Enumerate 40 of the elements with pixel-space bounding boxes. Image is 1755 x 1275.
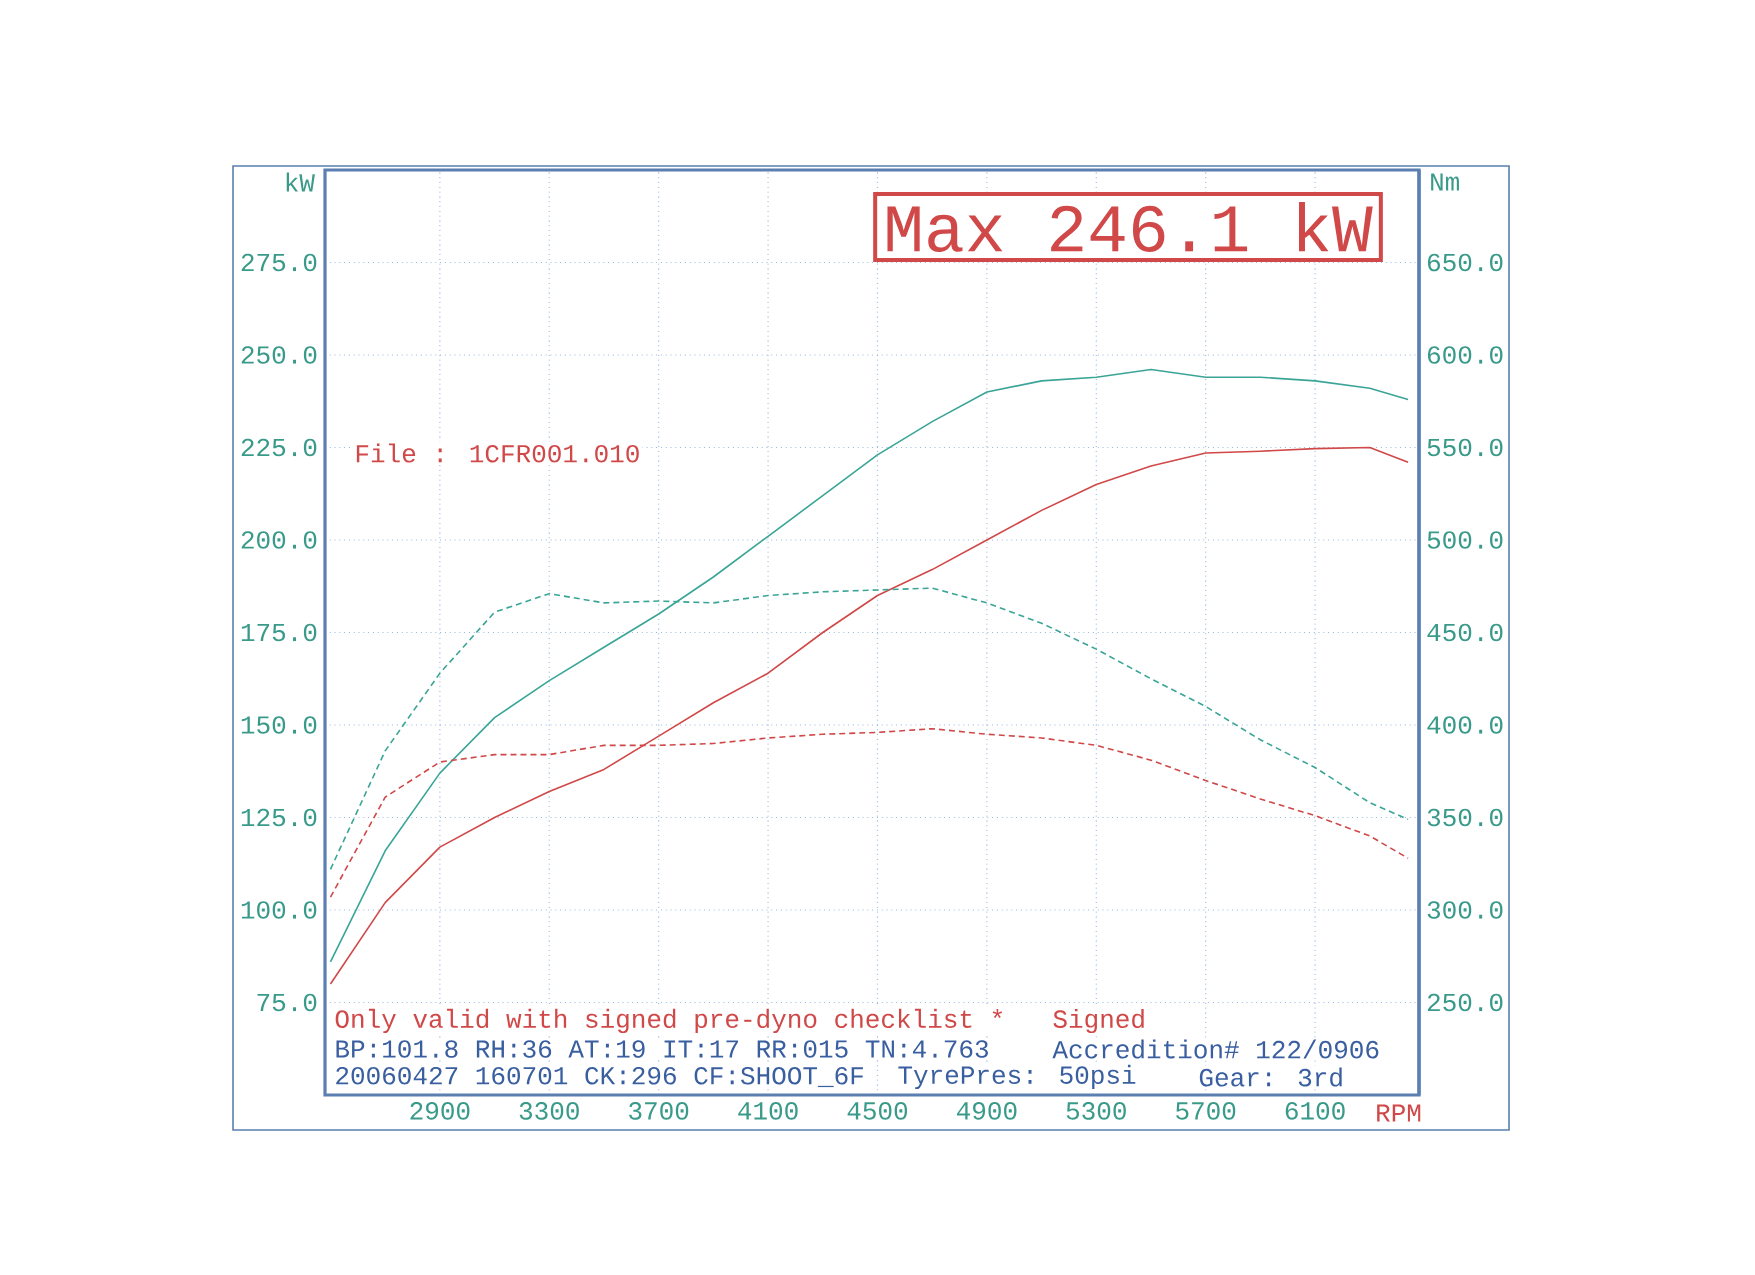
annotation: BP:101.8 RH:36 AT:19 IT:17 RR:015 TN:4.763 <box>336 1040 988 1058</box>
x-tick-label: 3300 <box>519 1102 579 1120</box>
y2-tick-label: 250.0 <box>1427 993 1503 1012</box>
y-tick-label: 250.0 <box>241 346 317 364</box>
x-axis-title: RPM <box>1377 1104 1421 1122</box>
y2-tick-label: 350.0 <box>1427 808 1503 827</box>
y2-tick-label: 600.0 <box>1427 346 1503 364</box>
x-tick-label: 3700 <box>629 1102 689 1120</box>
y-tick-label: 150.0 <box>241 716 317 734</box>
y-tick-label: 200.0 <box>241 531 317 549</box>
annotation: 20060427 160701 CK:296 CF:SHOOT_6F <box>336 1066 863 1088</box>
y2-tick-label: 500.0 <box>1427 531 1503 549</box>
line-series <box>329 368 1409 963</box>
y-tick-label: 175.0 <box>241 623 317 642</box>
annotation: Accredition# 122/0906 <box>1052 1039 1379 1059</box>
y2-tick-label: 550.0 <box>1427 438 1503 457</box>
y-tick-label: 75.0 <box>257 993 317 1012</box>
annotation: Only valid with signed pre-dyno checklist * <box>335 1008 1003 1034</box>
y2-tick-label: 400.0 <box>1427 716 1503 734</box>
annotation: TyrePres: 50psi <box>898 1064 1136 1090</box>
x-tick-label: 4500 <box>847 1102 908 1120</box>
x-tick-label: 2900 <box>410 1102 470 1120</box>
annotation: Gear: 3rd <box>1199 1067 1342 1087</box>
x-tick-label: 6100 <box>1285 1102 1345 1120</box>
x-tick-label: 5700 <box>1176 1102 1236 1120</box>
x-tick-label: 4100 <box>738 1102 798 1120</box>
y2-tick-label: 300.0 <box>1427 901 1503 919</box>
y-tick-label: 125.0 <box>241 808 317 827</box>
y-tick-label: 100.0 <box>241 901 317 919</box>
y-tick-label: 275.0 <box>241 253 317 272</box>
y2-axis-title: Nm <box>1431 173 1459 191</box>
x-tick-label: 4900 <box>956 1102 1017 1120</box>
y-axis-title: kW <box>286 172 315 192</box>
annotation: Max 246.1 kW <box>887 202 1373 252</box>
y-tick-label: 225.0 <box>241 438 317 457</box>
y2-tick-label: 650.0 <box>1427 253 1503 272</box>
x-tick-label: 5300 <box>1066 1102 1126 1120</box>
y2-tick-label: 450.0 <box>1427 623 1503 642</box>
annotation: Signed <box>1053 1008 1144 1034</box>
annotation: File : 1CFR001.010 <box>356 443 639 463</box>
